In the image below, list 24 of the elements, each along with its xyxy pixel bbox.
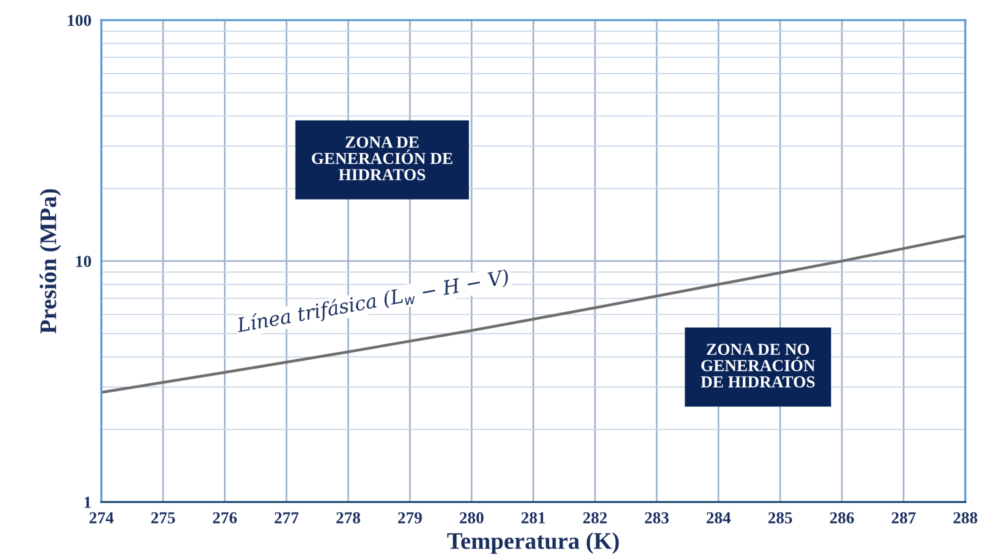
x-tick-label: 284 xyxy=(706,512,731,524)
x-tick-label: 282 xyxy=(583,512,607,524)
x-tick-label: 286 xyxy=(830,512,854,524)
x-tick-label: 279 xyxy=(398,512,422,524)
x-tick-label: 287 xyxy=(892,512,916,524)
y-tick-label: 1 xyxy=(84,496,91,508)
line-series xyxy=(101,234,966,394)
x-tick-label: 288 xyxy=(954,512,978,524)
x-tick-label: 283 xyxy=(644,512,669,524)
y-tick-label: 10 xyxy=(76,256,91,267)
x-tick-label: 278 xyxy=(336,512,360,524)
x-tick-label: 274 xyxy=(90,512,114,524)
annotation: Línea trifásica (L$_{w}$ − H − V) xyxy=(236,268,510,336)
annotation: ZONA DE GENERACIÓN DE HIDRATOS xyxy=(312,136,452,180)
x-tick-label: 276 xyxy=(212,512,237,524)
annotation: ZONA DE NO GENERACIÓN DE HIDRATOS xyxy=(700,344,816,388)
x-tick-label: 275 xyxy=(151,512,175,524)
y-tick-label: 100 xyxy=(68,14,91,26)
x-tick-label: 280 xyxy=(460,512,484,524)
y-axis-title: Presión (MPa) xyxy=(40,189,62,334)
x-axis-title: Temperatura (K) xyxy=(447,532,619,554)
x-tick-label: 285 xyxy=(768,512,792,524)
x-tick-label: 281 xyxy=(522,512,545,524)
x-tick-label: 277 xyxy=(274,512,299,524)
